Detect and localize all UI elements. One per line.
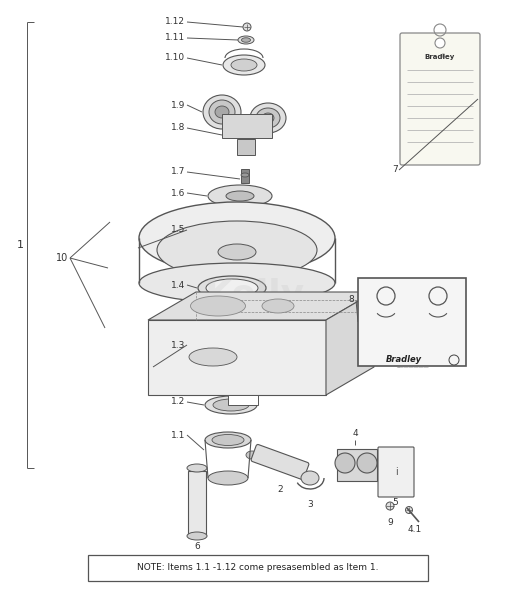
- Text: 1.9: 1.9: [171, 101, 185, 110]
- Bar: [358, 278, 466, 366]
- Ellipse shape: [189, 348, 237, 366]
- Text: 4.1: 4.1: [408, 525, 422, 534]
- Ellipse shape: [190, 296, 245, 316]
- Ellipse shape: [206, 279, 258, 297]
- Circle shape: [435, 38, 445, 48]
- Polygon shape: [148, 320, 326, 395]
- Circle shape: [357, 453, 377, 473]
- Text: 1: 1: [17, 240, 24, 250]
- Ellipse shape: [205, 432, 251, 448]
- FancyBboxPatch shape: [400, 33, 480, 165]
- Text: 1.12: 1.12: [165, 17, 185, 26]
- Text: 10: 10: [56, 253, 68, 263]
- Circle shape: [405, 507, 413, 513]
- Ellipse shape: [262, 113, 274, 123]
- Text: 1.4: 1.4: [171, 280, 185, 289]
- Circle shape: [243, 23, 251, 31]
- Text: Bradley: Bradley: [386, 355, 422, 365]
- Text: ®: ®: [440, 55, 445, 59]
- Text: 1.10: 1.10: [165, 53, 185, 62]
- Ellipse shape: [139, 202, 335, 274]
- Text: 1.5: 1.5: [171, 225, 185, 234]
- Text: 1.2: 1.2: [171, 398, 185, 407]
- Text: 1.1: 1.1: [171, 431, 185, 440]
- Text: i: i: [394, 467, 398, 477]
- Ellipse shape: [208, 185, 272, 207]
- Text: Bradley: Bradley: [425, 54, 455, 60]
- Bar: [241, 169, 249, 183]
- Text: 1.6: 1.6: [171, 189, 185, 198]
- Bar: [188, 471, 206, 536]
- Text: 1.8: 1.8: [171, 123, 185, 132]
- Text: 5: 5: [392, 498, 398, 507]
- Ellipse shape: [209, 100, 235, 124]
- Ellipse shape: [241, 38, 251, 43]
- Ellipse shape: [139, 263, 335, 303]
- Text: NOTE: Items 1.1 -1.12 come presasembled as Item 1.: NOTE: Items 1.1 -1.12 come presasembled …: [137, 564, 379, 573]
- Bar: [88, 555, 428, 581]
- Polygon shape: [326, 292, 374, 395]
- Bar: [222, 114, 272, 138]
- Circle shape: [386, 502, 394, 510]
- Text: 8: 8: [348, 295, 354, 304]
- Text: Kelly: Kelly: [205, 278, 305, 312]
- Bar: [228, 395, 258, 405]
- Text: 6: 6: [194, 542, 200, 551]
- Polygon shape: [148, 292, 374, 320]
- FancyBboxPatch shape: [378, 447, 414, 497]
- Ellipse shape: [241, 173, 249, 177]
- Ellipse shape: [246, 451, 258, 459]
- Ellipse shape: [157, 221, 317, 279]
- Ellipse shape: [215, 106, 229, 118]
- Text: Supply: Supply: [185, 308, 325, 342]
- Bar: [237, 139, 255, 155]
- Ellipse shape: [250, 103, 286, 133]
- Ellipse shape: [226, 191, 254, 201]
- Ellipse shape: [187, 464, 207, 472]
- Ellipse shape: [212, 434, 244, 446]
- Bar: [337, 449, 377, 481]
- Ellipse shape: [231, 59, 257, 71]
- Ellipse shape: [238, 36, 254, 44]
- Ellipse shape: [213, 399, 249, 411]
- Circle shape: [335, 453, 355, 473]
- Ellipse shape: [187, 532, 207, 540]
- Ellipse shape: [256, 108, 280, 128]
- Ellipse shape: [203, 95, 241, 129]
- Text: 9: 9: [387, 518, 393, 527]
- Text: ─────────────: ─────────────: [396, 366, 428, 370]
- Ellipse shape: [262, 299, 294, 313]
- Text: 1.3: 1.3: [171, 340, 185, 349]
- Ellipse shape: [198, 276, 266, 300]
- Text: 1.7: 1.7: [171, 168, 185, 177]
- FancyBboxPatch shape: [251, 444, 309, 480]
- Ellipse shape: [208, 471, 248, 485]
- Text: 3: 3: [307, 500, 313, 509]
- Text: 1.11: 1.11: [165, 34, 185, 43]
- Ellipse shape: [205, 396, 257, 414]
- Text: 7: 7: [392, 165, 398, 174]
- Ellipse shape: [218, 244, 256, 260]
- Text: 4: 4: [352, 429, 358, 438]
- Ellipse shape: [223, 55, 265, 75]
- Text: 2: 2: [277, 485, 283, 494]
- Ellipse shape: [301, 471, 319, 485]
